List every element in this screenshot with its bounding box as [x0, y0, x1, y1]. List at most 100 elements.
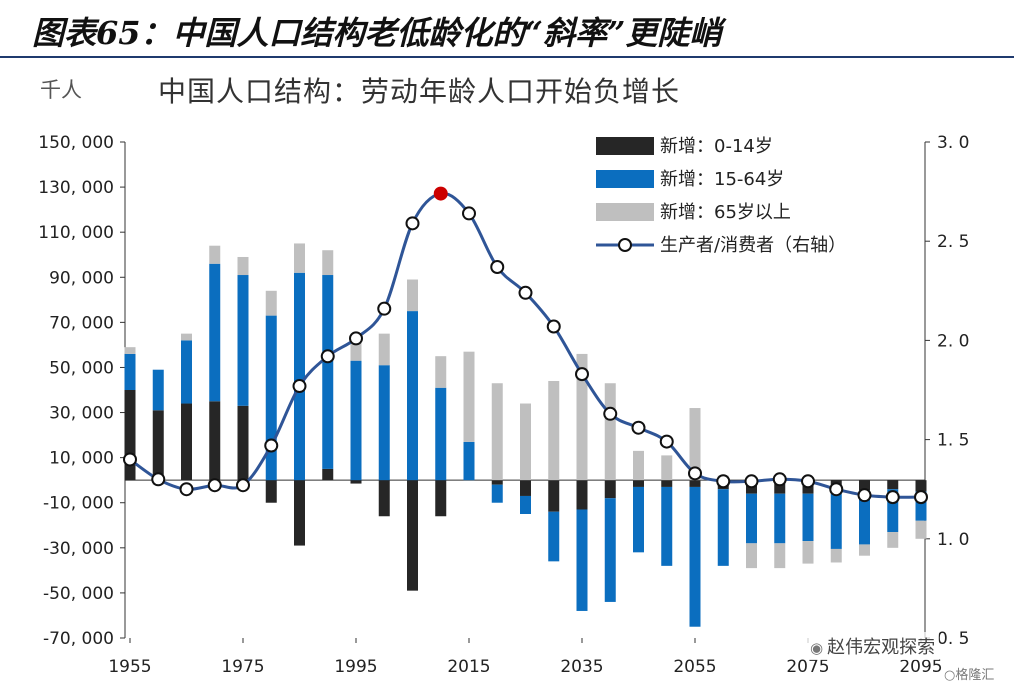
bar-segment [689, 480, 701, 487]
bar-segment [576, 509, 588, 611]
bar-segment [237, 256, 249, 276]
left-tick-label: -50, 000 [43, 584, 114, 604]
bar-segment [181, 340, 192, 404]
left-tick-label: 10, 000 [49, 449, 114, 469]
left-axis-unit-label: 千人 [40, 78, 82, 102]
bar-segment [633, 486, 644, 553]
bar-segment [265, 480, 277, 503]
right-tick-label: 0. 5 [937, 629, 969, 649]
right-tick-label: 1. 0 [937, 530, 969, 550]
bar-segment [378, 365, 390, 481]
ratio-line-point [857, 488, 872, 503]
chart-title: 中国人口结构：劳动年龄人口开始负增长 [158, 75, 681, 108]
left-tick-label: -10, 000 [43, 494, 114, 514]
bar-segment [237, 405, 249, 481]
bar-segment [463, 351, 475, 442]
ratio-line-point [123, 452, 137, 467]
bar-segment [859, 490, 870, 545]
bar-segment [548, 480, 560, 512]
bar-segment [746, 493, 757, 544]
right-tick-label: 3. 0 [937, 133, 969, 153]
watermark-text: 赵伟宏观探索 [827, 637, 936, 658]
logo-stamp: ○格隆汇 [944, 668, 995, 683]
bar-segment [520, 480, 531, 496]
bar-segment [717, 489, 729, 566]
bar-segment [661, 455, 673, 481]
left-tick-label: 90, 000 [49, 268, 114, 288]
bar-segment [520, 495, 531, 514]
left-tick-label: 130, 000 [38, 178, 114, 198]
x-tick-label: 2095 [899, 657, 942, 677]
bar-segment [237, 275, 249, 406]
bar-segment [209, 263, 221, 402]
bar-segment [491, 480, 503, 485]
left-tick-label: -70, 000 [43, 629, 114, 649]
bar-segment [294, 480, 305, 546]
bar-segment [124, 347, 136, 354]
bar-segment [802, 493, 814, 542]
ratio-line-point [349, 331, 363, 346]
bar-segment [887, 489, 899, 533]
bar-segment [491, 484, 503, 503]
bar-segment [407, 279, 418, 312]
bar-segment [689, 408, 701, 481]
x-tick-label: 2015 [447, 657, 490, 677]
bar-segment [774, 493, 786, 544]
right-tick-label: 2. 5 [937, 232, 969, 252]
ratio-line-point [207, 478, 222, 493]
title-rule [0, 56, 1014, 58]
left-tick-label: 30, 000 [49, 404, 114, 424]
bar-segment [915, 480, 927, 492]
x-tick-label: 2055 [673, 657, 716, 677]
bar-segment [774, 480, 786, 494]
ratio-line-point [688, 466, 702, 481]
ratio-line-point [490, 259, 505, 274]
bar-segment [265, 315, 277, 481]
x-tick-label: 1975 [221, 657, 264, 677]
bar-segment [830, 490, 842, 549]
bar-segment [435, 387, 447, 481]
legend-label: 新增：65岁以上 [660, 202, 791, 223]
bar-segment [435, 356, 447, 388]
ratio-line-point [659, 434, 674, 449]
bar-segment [915, 491, 927, 521]
ratio-line-point [546, 319, 561, 334]
bar-segment [294, 243, 305, 273]
bar-segment [209, 401, 221, 481]
ratio-line-point [320, 349, 335, 364]
ratio-line-point [377, 301, 392, 316]
ratio-line-point [914, 490, 928, 505]
bar-segment [520, 403, 531, 481]
watermark: ◉ 赵伟宏观探索 [806, 632, 940, 660]
bar-segment [689, 486, 701, 627]
bar-segment [802, 541, 814, 564]
x-tick-label: 2035 [560, 657, 603, 677]
bar-segment [124, 390, 136, 481]
bar-segment [633, 450, 644, 481]
bar-segment [548, 380, 560, 481]
bar-segment [350, 480, 362, 484]
bar-segment [633, 480, 644, 487]
bar-segment [378, 333, 390, 366]
bar-segment [548, 511, 560, 562]
ratio-line-point [885, 490, 900, 505]
x-tick-label: 2075 [786, 657, 829, 677]
bar-segment [294, 272, 305, 481]
bar-segment [887, 480, 899, 490]
ratio-line-point [292, 379, 307, 394]
bar-segment [322, 275, 334, 469]
legend-line-marker [618, 238, 632, 252]
figure-title: 图表65：中国人口结构老低龄化的“斜率”更陡峭 [32, 14, 722, 52]
legend-label: 新增：0-14岁 [660, 136, 773, 157]
left-tick-label: 70, 000 [49, 313, 114, 333]
legend-swatch [596, 170, 654, 188]
wechat-icon: ◉ [810, 639, 824, 657]
legend-label: 生产者/消费者（右轴） [660, 235, 846, 256]
bar-segment [491, 383, 503, 481]
ratio-line-point [518, 285, 533, 300]
bar-segment [378, 480, 390, 517]
peak-point [433, 186, 448, 201]
ratio-line-point [801, 474, 815, 489]
